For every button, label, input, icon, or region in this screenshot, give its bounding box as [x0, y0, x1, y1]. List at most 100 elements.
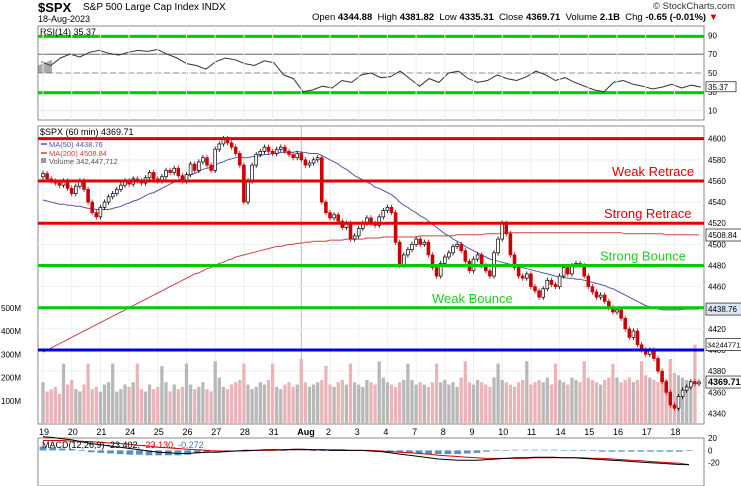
candle-body — [311, 159, 316, 164]
volume-bar — [496, 363, 500, 424]
volume-bar — [369, 382, 373, 424]
macd-histogram-bar — [136, 450, 143, 455]
candle-body — [90, 201, 94, 214]
price-tick-label: 4460 — [708, 283, 726, 292]
volume-bar — [639, 361, 644, 424]
volume-bar — [656, 382, 660, 424]
candle-body — [192, 163, 197, 171]
volume-bar — [209, 391, 213, 424]
candle-body — [106, 196, 111, 203]
volume-bar — [348, 363, 353, 424]
candle-body — [246, 180, 250, 203]
candle-body — [86, 189, 90, 203]
candle-body — [623, 317, 627, 330]
volume-bar — [266, 379, 271, 424]
ma200-line — [42, 232, 700, 353]
volume-bar — [320, 379, 324, 424]
x-axis-date-label: 28 — [240, 427, 250, 437]
candle-body — [385, 207, 390, 211]
price-tick-label: 4360 — [708, 388, 726, 397]
candle-body — [45, 173, 49, 180]
candle-body — [533, 286, 537, 292]
volume-value: 2.1B — [599, 12, 620, 23]
macd-histogram-bar — [174, 450, 182, 456]
volume-bar — [672, 372, 677, 424]
volume-bar — [414, 384, 418, 424]
volume-bar — [660, 377, 664, 424]
volume-bar — [652, 379, 656, 424]
low-label: Low — [439, 12, 457, 23]
price-tag-text: 4508.84 — [708, 231, 737, 240]
volume-bar — [291, 386, 295, 424]
open-label: Open — [312, 12, 336, 23]
candle-body — [352, 235, 357, 240]
rsi-tick-label: 30 — [708, 88, 717, 97]
candle-body — [110, 193, 115, 198]
candle-body — [209, 164, 213, 171]
volume-bar — [139, 389, 144, 424]
candle-body — [598, 294, 603, 298]
volume-bar — [328, 384, 332, 424]
x-axis-date-label: 2 — [326, 427, 331, 437]
volume-bar — [475, 379, 480, 424]
volume-bar — [410, 379, 414, 424]
volume-bar — [201, 382, 205, 424]
volume-bar — [324, 365, 328, 424]
volume-bar — [685, 379, 689, 424]
candle-body — [463, 250, 468, 262]
volume-bar — [143, 391, 148, 424]
candle-body — [98, 207, 103, 218]
macd-histogram-bar — [637, 450, 645, 452]
volume-bar — [598, 384, 603, 424]
macd-histogram-bar — [569, 450, 577, 451]
volume-bar — [332, 386, 336, 424]
volume-bar — [106, 382, 111, 424]
x-axis-date-label: 18 — [670, 427, 680, 437]
candle-body — [545, 279, 550, 290]
volume-bar — [426, 386, 431, 424]
price-tag — [705, 302, 741, 316]
candle-body — [410, 244, 414, 250]
volume-bar — [123, 384, 127, 424]
open-value: 4344.88 — [337, 12, 373, 23]
volume-bar — [299, 359, 303, 424]
volume-bar — [402, 379, 406, 424]
volume-legend-label: Volume 342,447,712 — [49, 157, 118, 166]
volume-legend-swatch — [41, 158, 46, 163]
x-axis-date-label: 17 — [642, 427, 652, 437]
volume-bar — [246, 384, 250, 424]
macd-label-part: -23.130, — [143, 440, 179, 450]
candle-body — [414, 238, 418, 245]
volume-bar — [184, 363, 189, 424]
candle-body — [418, 238, 422, 245]
candle-body — [283, 146, 287, 152]
volume-bar — [607, 377, 611, 424]
volume-bar — [98, 391, 103, 424]
volume-bar — [49, 389, 53, 424]
macd-histogram-bar — [155, 450, 163, 456]
volume-bar — [529, 384, 533, 424]
volume-bar — [238, 379, 242, 424]
candle-body — [57, 182, 62, 186]
macd-histogram-bar — [627, 450, 635, 452]
level-label: Weak Retrace — [612, 164, 694, 179]
close-label: Close — [499, 12, 524, 23]
volume-bar — [504, 382, 508, 424]
price-tick-label: 4580 — [708, 156, 726, 165]
symbol-description: S&P 500 Large Cap Index INDX — [83, 2, 226, 13]
volume-bar — [86, 363, 90, 424]
volume-bar — [131, 382, 135, 424]
volume-bar — [574, 379, 578, 424]
candle-body — [299, 153, 304, 161]
volume-bar — [459, 377, 463, 424]
candle-body — [475, 254, 480, 260]
volume-bar — [221, 386, 226, 424]
macd-histogram-bar — [550, 449, 558, 451]
candle-body — [172, 167, 176, 173]
volume-bar — [603, 379, 607, 424]
volume-bar — [443, 379, 447, 424]
macd-histogram-bar — [68, 449, 76, 451]
volume-bar — [549, 384, 554, 424]
rsi-tick-label: 50 — [708, 69, 717, 78]
candle-body — [402, 254, 406, 266]
